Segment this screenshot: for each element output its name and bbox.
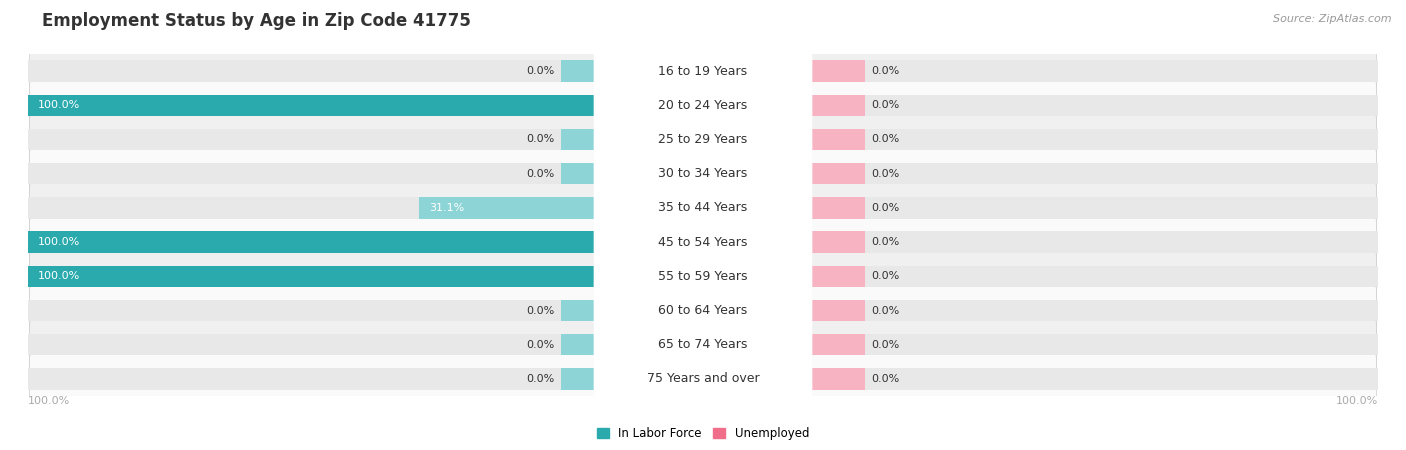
Text: 75 Years and over: 75 Years and over: [647, 373, 759, 385]
FancyBboxPatch shape: [593, 112, 813, 167]
Text: 0.0%: 0.0%: [872, 340, 900, 350]
Text: 0.0%: 0.0%: [872, 135, 900, 144]
Bar: [28, 300, 595, 321]
Text: 60 to 64 Years: 60 to 64 Years: [658, 304, 748, 317]
Bar: [811, 129, 865, 150]
Text: 0.0%: 0.0%: [872, 100, 900, 110]
Bar: [811, 231, 865, 253]
Bar: [28, 163, 595, 184]
Bar: [811, 163, 865, 184]
Text: 16 to 19 Years: 16 to 19 Years: [658, 65, 748, 77]
FancyBboxPatch shape: [593, 180, 813, 236]
Bar: [28, 368, 595, 390]
Bar: [561, 300, 595, 321]
Text: 100.0%: 100.0%: [38, 100, 80, 110]
Text: Employment Status by Age in Zip Code 41775: Employment Status by Age in Zip Code 417…: [42, 12, 471, 30]
Text: 0.0%: 0.0%: [526, 374, 554, 384]
Bar: [28, 231, 595, 253]
Bar: [28, 231, 595, 253]
FancyBboxPatch shape: [593, 317, 813, 373]
Text: 30 to 34 Years: 30 to 34 Years: [658, 167, 748, 180]
Bar: [811, 94, 1378, 116]
Bar: [28, 266, 595, 287]
Bar: [811, 60, 1378, 82]
Bar: [811, 334, 865, 356]
Text: 0.0%: 0.0%: [872, 66, 900, 76]
FancyBboxPatch shape: [593, 146, 813, 202]
Text: 65 to 74 Years: 65 to 74 Years: [658, 338, 748, 351]
Text: 31.1%: 31.1%: [429, 203, 464, 213]
FancyBboxPatch shape: [593, 283, 813, 338]
Bar: [811, 197, 1378, 219]
FancyBboxPatch shape: [30, 181, 1376, 234]
Text: 0.0%: 0.0%: [526, 306, 554, 315]
Bar: [811, 368, 1378, 390]
Text: 0.0%: 0.0%: [872, 237, 900, 247]
FancyBboxPatch shape: [593, 43, 813, 99]
FancyBboxPatch shape: [593, 214, 813, 270]
Text: 0.0%: 0.0%: [872, 203, 900, 213]
FancyBboxPatch shape: [593, 77, 813, 133]
Bar: [811, 266, 865, 287]
FancyBboxPatch shape: [30, 113, 1376, 166]
Bar: [28, 94, 595, 116]
Bar: [28, 60, 595, 82]
FancyBboxPatch shape: [30, 250, 1376, 303]
FancyBboxPatch shape: [30, 147, 1376, 200]
Bar: [28, 197, 595, 219]
Bar: [811, 266, 1378, 287]
Text: 100.0%: 100.0%: [38, 271, 80, 281]
Text: 0.0%: 0.0%: [526, 169, 554, 179]
Bar: [561, 60, 595, 82]
Text: 100.0%: 100.0%: [38, 237, 80, 247]
FancyBboxPatch shape: [593, 248, 813, 304]
FancyBboxPatch shape: [30, 352, 1376, 405]
Bar: [28, 334, 595, 356]
Bar: [811, 231, 1378, 253]
Text: 100.0%: 100.0%: [28, 396, 70, 406]
Bar: [811, 334, 1378, 356]
Bar: [28, 94, 595, 116]
FancyBboxPatch shape: [30, 284, 1376, 337]
Legend: In Labor Force, Unemployed: In Labor Force, Unemployed: [592, 423, 814, 445]
Text: 0.0%: 0.0%: [526, 135, 554, 144]
FancyBboxPatch shape: [30, 216, 1376, 269]
Text: 55 to 59 Years: 55 to 59 Years: [658, 270, 748, 283]
Bar: [811, 300, 865, 321]
Bar: [561, 334, 595, 356]
Bar: [561, 163, 595, 184]
Bar: [811, 197, 865, 219]
FancyBboxPatch shape: [30, 318, 1376, 371]
Text: Source: ZipAtlas.com: Source: ZipAtlas.com: [1274, 14, 1392, 23]
Bar: [28, 129, 595, 150]
Text: 0.0%: 0.0%: [872, 271, 900, 281]
Text: 0.0%: 0.0%: [872, 169, 900, 179]
Text: 100.0%: 100.0%: [1336, 396, 1378, 406]
Text: 20 to 24 Years: 20 to 24 Years: [658, 99, 748, 112]
FancyBboxPatch shape: [593, 351, 813, 407]
Bar: [811, 129, 1378, 150]
Text: 35 to 44 Years: 35 to 44 Years: [658, 202, 748, 214]
Bar: [811, 60, 865, 82]
Bar: [561, 129, 595, 150]
FancyBboxPatch shape: [30, 45, 1376, 98]
FancyBboxPatch shape: [30, 79, 1376, 132]
Text: 0.0%: 0.0%: [526, 340, 554, 350]
Text: 45 to 54 Years: 45 to 54 Years: [658, 236, 748, 248]
Text: 0.0%: 0.0%: [526, 66, 554, 76]
Bar: [811, 368, 865, 390]
Text: 0.0%: 0.0%: [872, 374, 900, 384]
Bar: [811, 300, 1378, 321]
Bar: [28, 266, 595, 287]
Text: 0.0%: 0.0%: [872, 306, 900, 315]
Bar: [811, 94, 865, 116]
Bar: [811, 163, 1378, 184]
Bar: [419, 197, 595, 219]
Text: 25 to 29 Years: 25 to 29 Years: [658, 133, 748, 146]
Bar: [561, 368, 595, 390]
